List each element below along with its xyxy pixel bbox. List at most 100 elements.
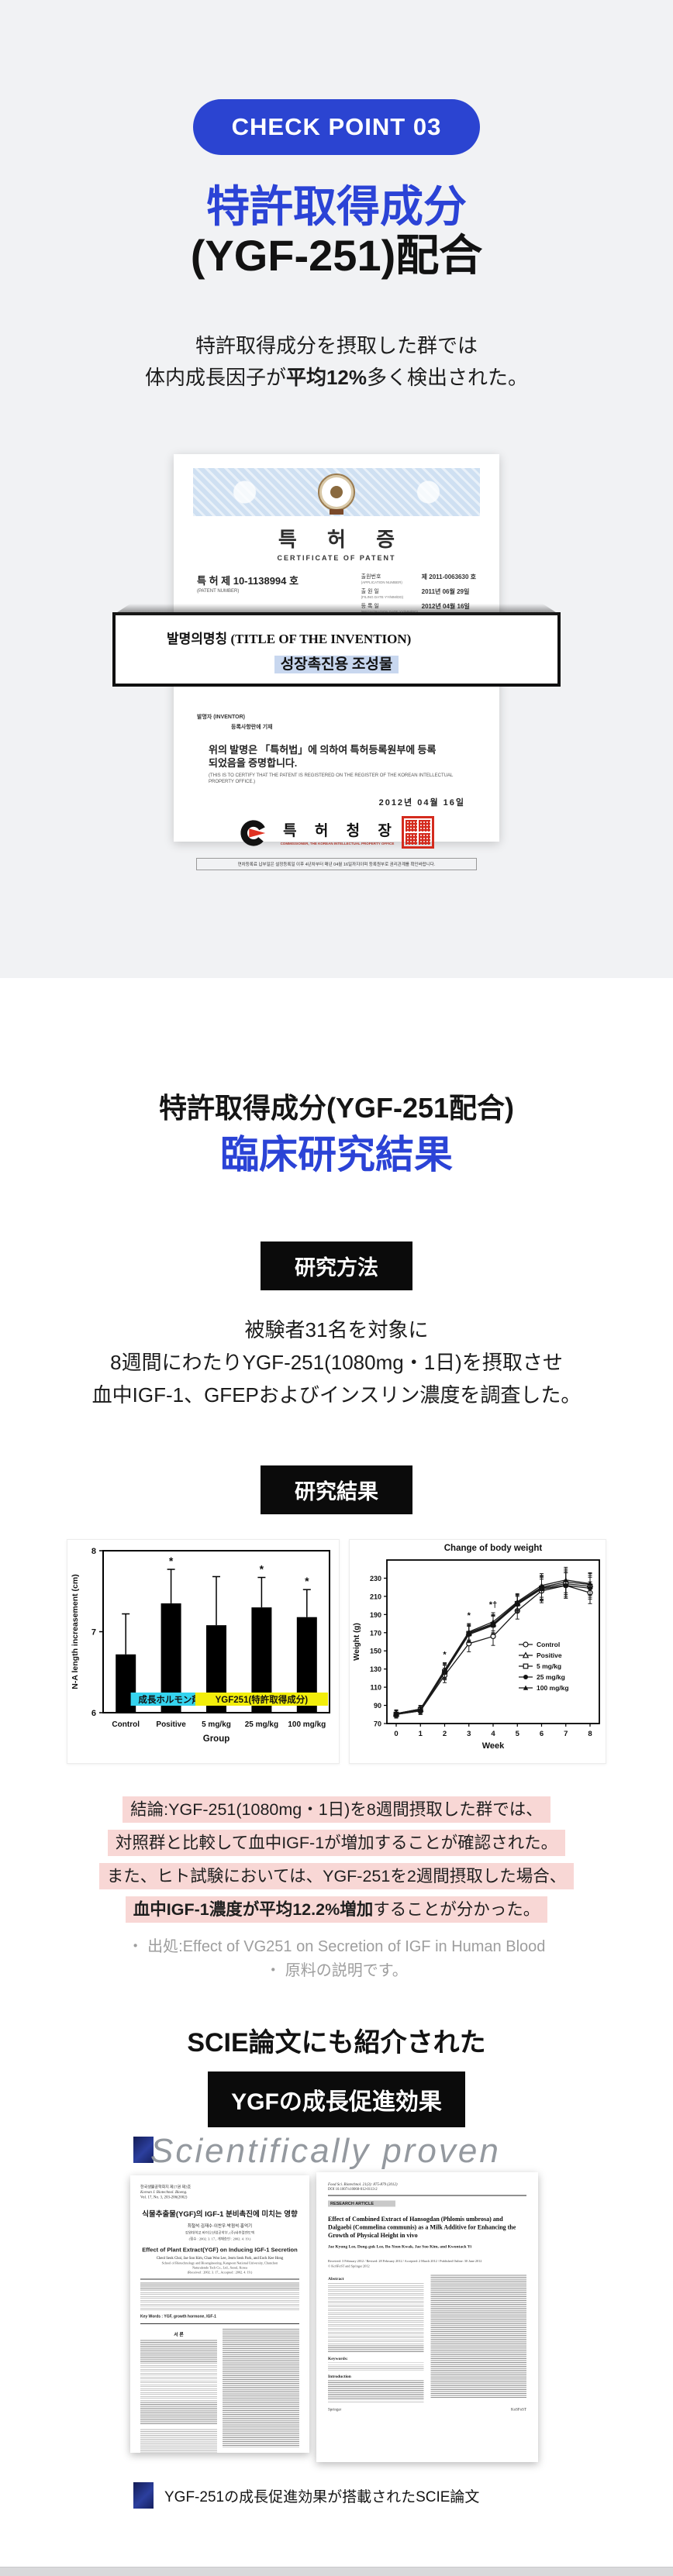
svg-text:210: 210 (370, 1593, 381, 1600)
office-subtitle: COMMISSIONER, THE KOREAN INTELLECTUAL PR… (280, 842, 395, 845)
paper-kr-authors: 최철석·김재수·이찬우·박점석·홍억기 (187, 2223, 253, 2229)
method-text: 被験者31名を対象に 8週間にわたりYGF-251(1080mg・1日)を摂取さ… (0, 1314, 673, 1411)
svg-text:Week: Week (482, 1741, 505, 1751)
conclusion-line4-rest: することが分かった。 (373, 1900, 540, 1919)
svg-text:成長ホルモン剤: 成長ホルモン剤 (138, 1694, 201, 1705)
svg-text:*: * (260, 1562, 264, 1575)
source-note-2: ・ 原料の説明です。 (265, 1962, 408, 1979)
papers-caption: YGF-251の成長促進効果が搭載されたSCIE論文 (133, 2482, 673, 2509)
svg-text:100 mg/kg: 100 mg/kg (537, 1684, 569, 1692)
hero-description: 特許取得成分を摂取した群では 体内成長因子が平均12%多く検出された。 (0, 330, 673, 394)
photo-accent-top (133, 2137, 154, 2163)
application-number-row: 출원번호 (APPLICATION NUMBER) 제 2011-0063630… (361, 573, 476, 584)
certify-statement-en: (THIS IS TO CERTIFY THAT THE PATENT IS R… (209, 773, 454, 784)
paper-english: Food Sci. Biotechnol. 21(3): 875-879 (20… (316, 2172, 538, 2462)
divider (140, 2323, 299, 2324)
svg-text:Change of body weight: Change of body weight (444, 1544, 543, 1553)
certify-statement: 위의 발명은 「특허법」에 의하여 특허등록원부에 등록 되었음을 증명합니다. (209, 743, 464, 770)
next-section-edge (0, 2567, 673, 2576)
paper-en-title: Effect of Combined Extract of Hansogdan … (328, 2216, 516, 2240)
application-number-sub: (APPLICATION NUMBER) (361, 580, 402, 584)
paper-en-article-type: RESEARCH ARTICLE (328, 2200, 396, 2207)
paper-en-body: Abstract Keywords: Introduction (328, 2275, 526, 2402)
svg-text:1: 1 (419, 1730, 423, 1738)
application-number-value: 제 2011-0063630 호 (421, 573, 476, 580)
divider (328, 2195, 526, 2196)
paper-kr-en-dates: (Received : 2002. 3. 17., Accepted : 200… (187, 2270, 253, 2275)
svg-text:25 mg/kg: 25 mg/kg (245, 1720, 278, 1729)
svg-text:6: 6 (91, 1709, 96, 1718)
paper-kr-en-authors: Cheol Seok Choi, Jae Soo Kim, Chan Woo L… (156, 2256, 284, 2261)
result-badge: 研究結果 (261, 1465, 412, 1514)
certify-line1: 위의 발명은 「특허법」에 의하여 특허등록원부에 등록 (209, 744, 437, 756)
office-title: 특 허 청 장 (283, 823, 399, 839)
certificate-guilloche-band (193, 468, 480, 516)
section-clinical: 特許取得成分(YGF-251配合) 臨床研究結果 研究方法 被験者31名を対象に… (0, 1091, 673, 2509)
svg-text:*: * (169, 1555, 174, 1567)
paper-kr-en-title: Effect of Plant Extract(YGF) on Inducing… (142, 2247, 298, 2254)
method-line3: 血中IGF-1、GFEPおよびインスリン濃度を調査した。 (91, 1383, 582, 1407)
scie-badge: YGFの成長促進効果 (208, 2071, 465, 2127)
svg-text:6: 6 (540, 1730, 544, 1738)
conclusion-line3: また、ヒト試験においては、YGF-251を2週間摂取した場合、 (98, 1863, 575, 1889)
patent-number: 특 허 제 10-1138994 호 (197, 575, 299, 587)
hero-title-line1: 特許取得成分 (206, 182, 467, 231)
svg-text:Control: Control (537, 1641, 560, 1648)
paper-kr-affil: 강원대학교 바이오산업공학부, (주)네추럴엔도텍 (185, 2230, 255, 2235)
paper-en-journal: Food Sci. Biotechnol. 21(3): 875-879 (20… (328, 2182, 398, 2187)
hero-desc-line2-post: 多く検出された。 (367, 366, 529, 389)
bar-chart: 6 7 8 Control * Positive 5 mg/kg * 25 mg/kg * 100 … (71, 1547, 330, 1744)
certificate-footnote: 연차등록료 납부일은 설정등록일 이후 4년차부터 매년 04월 16일까지이며… (196, 858, 477, 870)
svg-text:*†: *† (489, 1600, 497, 1610)
patent-number-block: 특 허 제 10-1138994 호 (PATENT NUMBER) (197, 573, 299, 617)
svg-text:170: 170 (370, 1629, 381, 1637)
svg-text:3: 3 (467, 1730, 471, 1738)
svg-text:*: * (443, 1650, 447, 1659)
method-badge: 研究方法 (261, 1242, 412, 1290)
hero-desc-line1: 特許取得成分を摂取した群では (195, 334, 478, 357)
paper-kr-section1: 서 론 (174, 2332, 184, 2337)
papers-block: Scientifically proven 한국생물공학회지 제17권 제3호 … (0, 2132, 673, 2470)
conclusion-line4-bold: 血中IGF-1濃度が平均12.2%増加 (133, 1900, 374, 1919)
invention-title-label: 발명의명칭 (TITLE OF THE INVENTION) (167, 632, 412, 646)
inventor-block: 발명자 (INVENTOR) 등록사항란에 기재 (197, 713, 476, 731)
filing-date-row: 출 원 일 (FILING DATE·YY/MM/DD) 2011년 06월 2… (361, 587, 476, 599)
clinical-title-black: 特許取得成分(YGF-251配合) (158, 1092, 515, 1124)
svg-text:5 mg/kg: 5 mg/kg (537, 1662, 561, 1670)
kipo-logo-icon (240, 820, 267, 846)
paper-kr-abstract-placeholder (140, 2282, 299, 2312)
svg-text:5: 5 (516, 1730, 520, 1738)
svg-text:0: 0 (394, 1730, 398, 1738)
conclusion-line4: 血中IGF-1濃度が平均12.2%増加することが分かった。 (125, 1896, 548, 1923)
paper-kr-body: 서 론 (140, 2329, 299, 2453)
certificate-date: 2012년 04월 16일 (378, 798, 465, 808)
application-number-label: 출원번호 (361, 574, 381, 580)
inventor-label: 발명자 (INVENTOR) (197, 715, 245, 720)
papers-caption-text: YGF-251の成長促進効果が搭載されたSCIE論文 (164, 2488, 480, 2505)
svg-text:N-A length increasement (cm): N-A length increasement (cm) (71, 1574, 80, 1689)
paper-en-authors: Jae Kyung Lee, Dong-guk Lee, Bo-Yeon Kwa… (328, 2244, 472, 2249)
svg-text:100 mg/kg: 100 mg/kg (288, 1720, 326, 1729)
svg-text:Control: Control (112, 1720, 140, 1729)
invention-title-callout: 발명의명칭 (TITLE OF THE INVENTION) 성장촉진용 조성물 (112, 604, 561, 687)
svg-text:25 mg/kg: 25 mg/kg (537, 1673, 565, 1681)
invention-title-value-wrap: 성장촉진용 조성물 (116, 653, 557, 673)
invention-title-value: 성장촉진용 조성물 (274, 656, 399, 673)
svg-text:130: 130 (370, 1665, 381, 1673)
paper-kr-title: 식물추출물(YGF)의 IGF-1 분비촉진에 미치는 영향 (142, 2210, 298, 2219)
line-chart-card: Change of body weight 70 90 110 130 150 170 190… (349, 1539, 606, 1764)
svg-text:Weight (g): Weight (g) (353, 1623, 361, 1661)
checkpoint-badge: CHECK POINT 03 (193, 99, 480, 155)
kipo-emblem-icon (318, 474, 355, 511)
svg-text:70: 70 (374, 1720, 381, 1728)
paper-korean: 한국생물공학회지 제17권 제3호 Korean J. Biotechnol. … (130, 2175, 309, 2453)
office-name: 특 허 청 장 COMMISSIONER, THE KOREAN INTELLE… (276, 819, 399, 845)
svg-text:190: 190 (370, 1611, 381, 1619)
paper-en-received: Received: 3 February 2012 / Revised: 28 … (328, 2259, 482, 2263)
conclusion-line2: 対照群と比較して血中IGF-1が増加することが確認された。 (107, 1830, 566, 1856)
svg-text:Group: Group (203, 1734, 230, 1744)
source-notes: ・ 出処:Effect of VG251 on Secretion of IGF… (0, 1935, 673, 1983)
method-line1: 被験者31名を対象に (244, 1318, 429, 1341)
svg-text:YGF251(特許取得成分): YGF251(特許取得成分) (216, 1694, 309, 1705)
paper-kr-en-affil1: School of Biotechnology and Bioengineeri… (161, 2261, 278, 2265)
